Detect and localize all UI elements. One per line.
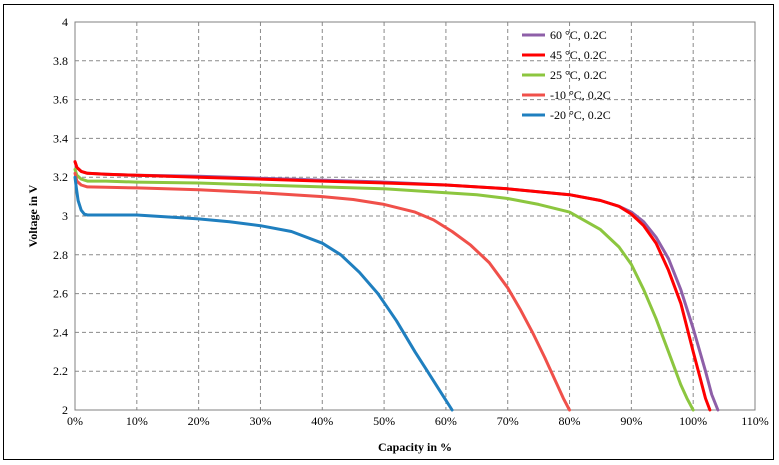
legend-label: 45 °C, 0.2C [550, 48, 607, 62]
series-line [73, 171, 571, 412]
series-line [73, 167, 695, 412]
x-tick-label: 70% [497, 414, 519, 428]
x-tick-label: 80% [559, 414, 581, 428]
legend-label: 60 °C, 0.2C [550, 28, 607, 42]
x-tick-label: 90% [620, 414, 642, 428]
x-tick-label: 30% [249, 414, 271, 428]
data-series [73, 160, 720, 412]
series-line [73, 160, 720, 412]
legend: 60 °C, 0.2C 45 °C, 0.2C 25 °C, 0.2C -10 °C,… [522, 28, 611, 122]
x-tick-label: 40% [311, 414, 333, 428]
y-tick-label: 3 [62, 209, 68, 223]
x-tick-label: 60% [435, 414, 457, 428]
y-tick-label: 4 [62, 15, 68, 29]
x-tick-label: 10% [126, 414, 148, 428]
series-line [73, 175, 454, 412]
x-tick-label: 110% [741, 414, 769, 428]
grid-lines [75, 22, 755, 410]
x-axis-title: Capacity in % [378, 440, 452, 454]
x-tick-label: 50% [373, 414, 395, 428]
y-tick-label: 3.2 [53, 170, 68, 184]
chart-frame [3, 4, 774, 460]
y-tick-label: 2.8 [53, 248, 68, 262]
y-tick-label: 3.8 [53, 54, 68, 68]
legend-label: -10 °C, 0.2C [550, 88, 611, 102]
y-tick-label: 3.6 [53, 93, 68, 107]
x-tick-label: 20% [188, 414, 210, 428]
x-tick-label: 0% [67, 414, 83, 428]
legend-label: 25 °C, 0.2C [550, 68, 607, 82]
y-tick-label: 2.4 [53, 325, 68, 339]
y-tick-label: 3.4 [53, 131, 68, 145]
y-axis-title: Voltage in V [26, 184, 40, 247]
y-tick-label: 2.2 [53, 364, 68, 378]
legend-label: -20 °C, 0.2C [550, 108, 611, 122]
series-line [73, 160, 712, 412]
x-tick-label: 100% [679, 414, 707, 428]
tick-labels: 0% 10% 20% 30% 40% 50% 60% 70% 80% 90% 100% 110% 2 2.… [53, 15, 769, 428]
y-tick-label: 2 [62, 403, 68, 417]
y-tick-label: 2.6 [53, 287, 68, 301]
plot-area-border [74, 21, 756, 411]
